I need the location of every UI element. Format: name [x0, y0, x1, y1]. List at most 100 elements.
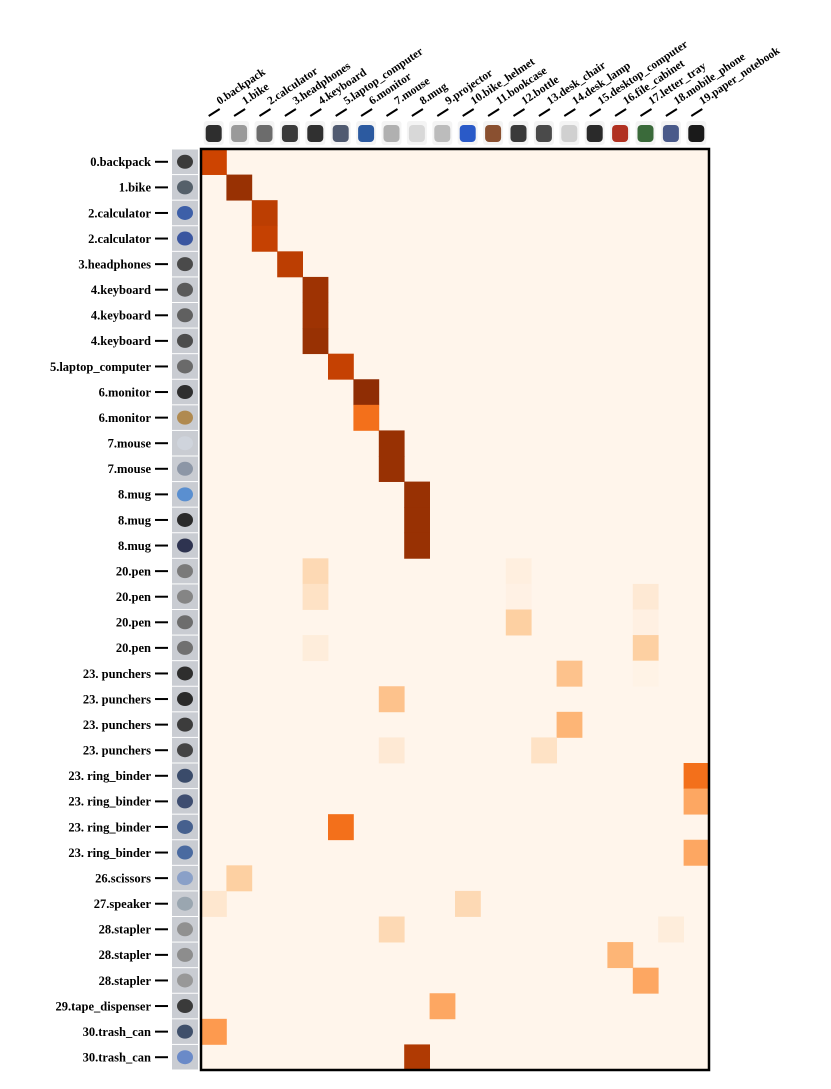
row-thumbnail — [172, 328, 198, 354]
column-tick — [690, 108, 703, 117]
column-ticks — [208, 108, 703, 117]
row-label: 23. ring_binder — [68, 820, 151, 834]
row-thumbnail — [172, 968, 198, 993]
row-labels: 0.backpack 1.bike 2.calculator 2.calculator… — [50, 155, 152, 1064]
row-thumbnail — [172, 993, 198, 1019]
row-thumbnail — [172, 865, 198, 891]
row-label: 29.tape_dispenser — [56, 999, 152, 1013]
row-thumbnail — [172, 277, 198, 302]
heatmap-cell — [378, 686, 405, 713]
heatmap-cell — [632, 967, 659, 994]
heatmap-cell — [277, 251, 303, 278]
row-thumbnail — [172, 840, 198, 865]
heatmap-cell — [328, 814, 354, 841]
heatmap-cell — [455, 890, 481, 917]
heatmap-cell — [302, 558, 329, 585]
column-tick — [258, 108, 272, 117]
row-thumbnail — [172, 635, 198, 661]
heatmap-cell — [302, 635, 329, 662]
row-thumbnail — [172, 891, 198, 916]
row-label: 8.mug — [118, 513, 152, 527]
row-thumbnail — [172, 175, 198, 200]
column-tick — [512, 108, 526, 117]
row-label: 23. punchers — [83, 692, 151, 706]
heatmap-cell — [201, 1018, 227, 1045]
column-thumbnail — [254, 121, 275, 145]
heatmap-cell — [353, 404, 380, 431]
row-label: 7.mouse — [108, 437, 152, 451]
heatmap-cell — [378, 737, 405, 764]
row-label: 3.headphones — [78, 257, 151, 271]
column-thumbnail — [483, 121, 504, 145]
column-thumbnail — [457, 121, 478, 145]
heatmap-cell — [404, 481, 430, 508]
row-label: 5.laptop_computer — [50, 360, 151, 374]
heatmap-cell — [302, 583, 329, 610]
row-label: 30.trash_can — [83, 1051, 151, 1065]
row-label: 28.stapler — [99, 923, 152, 937]
row-thumbnail — [172, 763, 198, 789]
heatmap-cell — [505, 558, 532, 585]
row-thumbnail — [172, 661, 198, 686]
heatmap-cell — [302, 276, 329, 303]
row-thumbnail — [172, 814, 198, 840]
heatmap-cells — [201, 149, 710, 1071]
row-label: 8.mug — [118, 539, 152, 553]
row-label: 4.keyboard — [91, 334, 151, 348]
column-tick — [665, 108, 678, 117]
row-label: 26.scissors — [95, 871, 151, 885]
row-ticks — [155, 160, 168, 1059]
column-thumbnails — [203, 121, 707, 145]
row-thumbnail — [172, 405, 198, 430]
column-tick — [233, 108, 246, 117]
row-label: 20.pen — [116, 590, 151, 604]
row-thumbnail — [172, 789, 198, 814]
heatmap-cell — [251, 200, 278, 227]
heatmap-cell — [404, 1044, 430, 1071]
row-label: 8.mug — [118, 488, 152, 502]
row-thumbnail — [172, 149, 198, 175]
row-thumbnail — [172, 1044, 198, 1070]
column-tick — [385, 108, 399, 117]
column-tick — [436, 108, 449, 117]
column-thumbnail — [406, 121, 427, 145]
row-label: 30.trash_can — [83, 1025, 151, 1039]
row-thumbnail — [172, 200, 198, 226]
row-thumbnail — [172, 354, 198, 379]
column-tick — [563, 108, 576, 117]
heatmap-frame — [199, 147, 711, 1072]
row-thumbnail — [172, 610, 198, 635]
column-thumbnail — [533, 121, 554, 145]
column-tick — [411, 108, 424, 117]
column-tick — [360, 108, 373, 117]
row-thumbnail — [172, 456, 198, 482]
heatmap-cell — [505, 609, 532, 636]
column-thumbnail — [330, 121, 351, 145]
row-thumbnail — [172, 533, 198, 558]
column-thumbnail — [203, 121, 224, 145]
column-thumbnail — [610, 121, 631, 145]
heatmap-cell — [505, 583, 532, 610]
row-thumbnail — [172, 430, 198, 456]
heatmap-cell — [404, 507, 430, 534]
row-label: 23. punchers — [83, 718, 151, 732]
row-label: 23. ring_binder — [68, 795, 151, 809]
heatmap-cell — [607, 942, 634, 969]
column-thumbnail — [305, 121, 326, 145]
row-label: 4.keyboard — [91, 309, 151, 323]
heatmap-cell — [632, 635, 659, 662]
row-label: 0.backpack — [90, 155, 151, 169]
column-tick — [462, 108, 475, 117]
row-label: 23. ring_binder — [68, 769, 151, 783]
row-label: 6.monitor — [99, 385, 152, 399]
heatmap-cell — [378, 456, 405, 482]
heatmap-cell — [658, 916, 684, 943]
column-thumbnail — [229, 121, 250, 145]
row-label: 20.pen — [116, 564, 151, 578]
column-thumbnail — [279, 121, 300, 145]
row-label: 23. punchers — [83, 744, 151, 758]
column-thumbnail — [686, 121, 707, 145]
column-thumbnail — [660, 121, 681, 145]
column-thumbnail — [432, 121, 453, 145]
